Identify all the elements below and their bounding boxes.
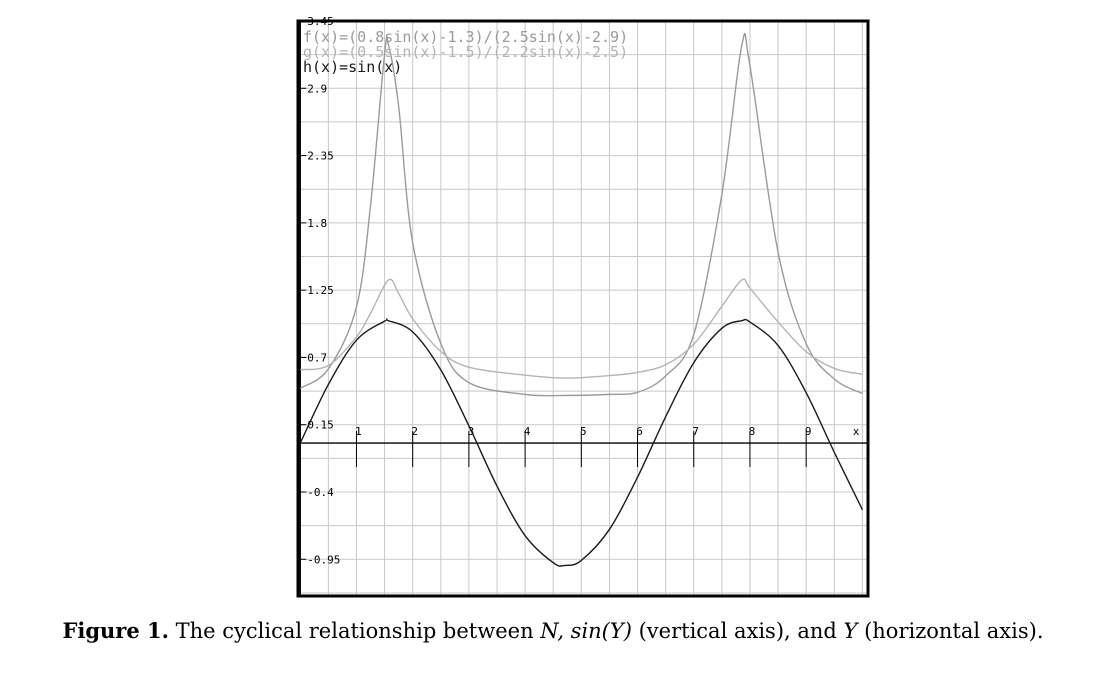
plot-frame <box>296 19 870 598</box>
legend-entry-h: h(x)=sin(x) <box>303 58 402 76</box>
x-tick-label: 9 <box>805 425 812 438</box>
chart-axes: 1 2 3 4 5 6 7 8 9 x3.452.92.351.81.250.70.15-0.4-… <box>297 15 868 596</box>
series-g-curve <box>300 278 863 379</box>
x-tick-label: 6 <box>636 425 643 438</box>
y-tick-label: 1.25 <box>307 284 334 297</box>
caption-text-3: (horizontal axis). <box>857 619 1044 643</box>
y-tick-label: -0.4 <box>307 486 334 499</box>
caption-text-1: The cyclical relationship between <box>168 619 541 643</box>
series-f-curve <box>299 32 863 397</box>
y-tick-label: 1.8 <box>307 217 327 230</box>
y-tick-label: -0.95 <box>307 553 340 566</box>
caption-label: Figure 1. <box>62 618 169 643</box>
series-h-curve <box>299 318 864 567</box>
caption-variable-2: Y <box>843 619 858 643</box>
y-tick-label: 2.9 <box>307 82 327 95</box>
x-tick-label: 7 <box>692 425 699 438</box>
caption-text-2: (vertical axis), and <box>631 619 844 643</box>
caption-variable-1: N, sin(Y) <box>540 619 632 643</box>
y-tick-label: 2.35 <box>307 150 334 163</box>
x-tick-label: 4 <box>524 425 531 438</box>
y-tick-label: 0.7 <box>307 351 327 364</box>
figure-caption: Figure 1. The cyclical relationship betw… <box>0 618 1106 643</box>
x-tick-label: 2 <box>411 425 418 438</box>
y-tick-label: 0.15 <box>307 419 334 432</box>
x-tick-label: 1 <box>355 425 362 438</box>
x-tick-label: 5 <box>580 425 587 438</box>
chart-series <box>299 32 864 567</box>
x-axis-label: x <box>853 425 860 438</box>
chart-legend: f(x)=(0.8sin(x)-1.3)/(2.5sin(x)-2.9)g(x)… <box>303 28 628 76</box>
legend-entry-f: f(x)=(0.8sin(x)-1.3)/(2.5sin(x)-2.9) <box>303 28 628 46</box>
legend-entry-g: g(x)=(0.5sin(x)-1.5)/(2.2sin(x)-2.5) <box>303 43 628 61</box>
chart-grid <box>298 21 868 596</box>
x-tick-label: 8 <box>749 425 756 438</box>
